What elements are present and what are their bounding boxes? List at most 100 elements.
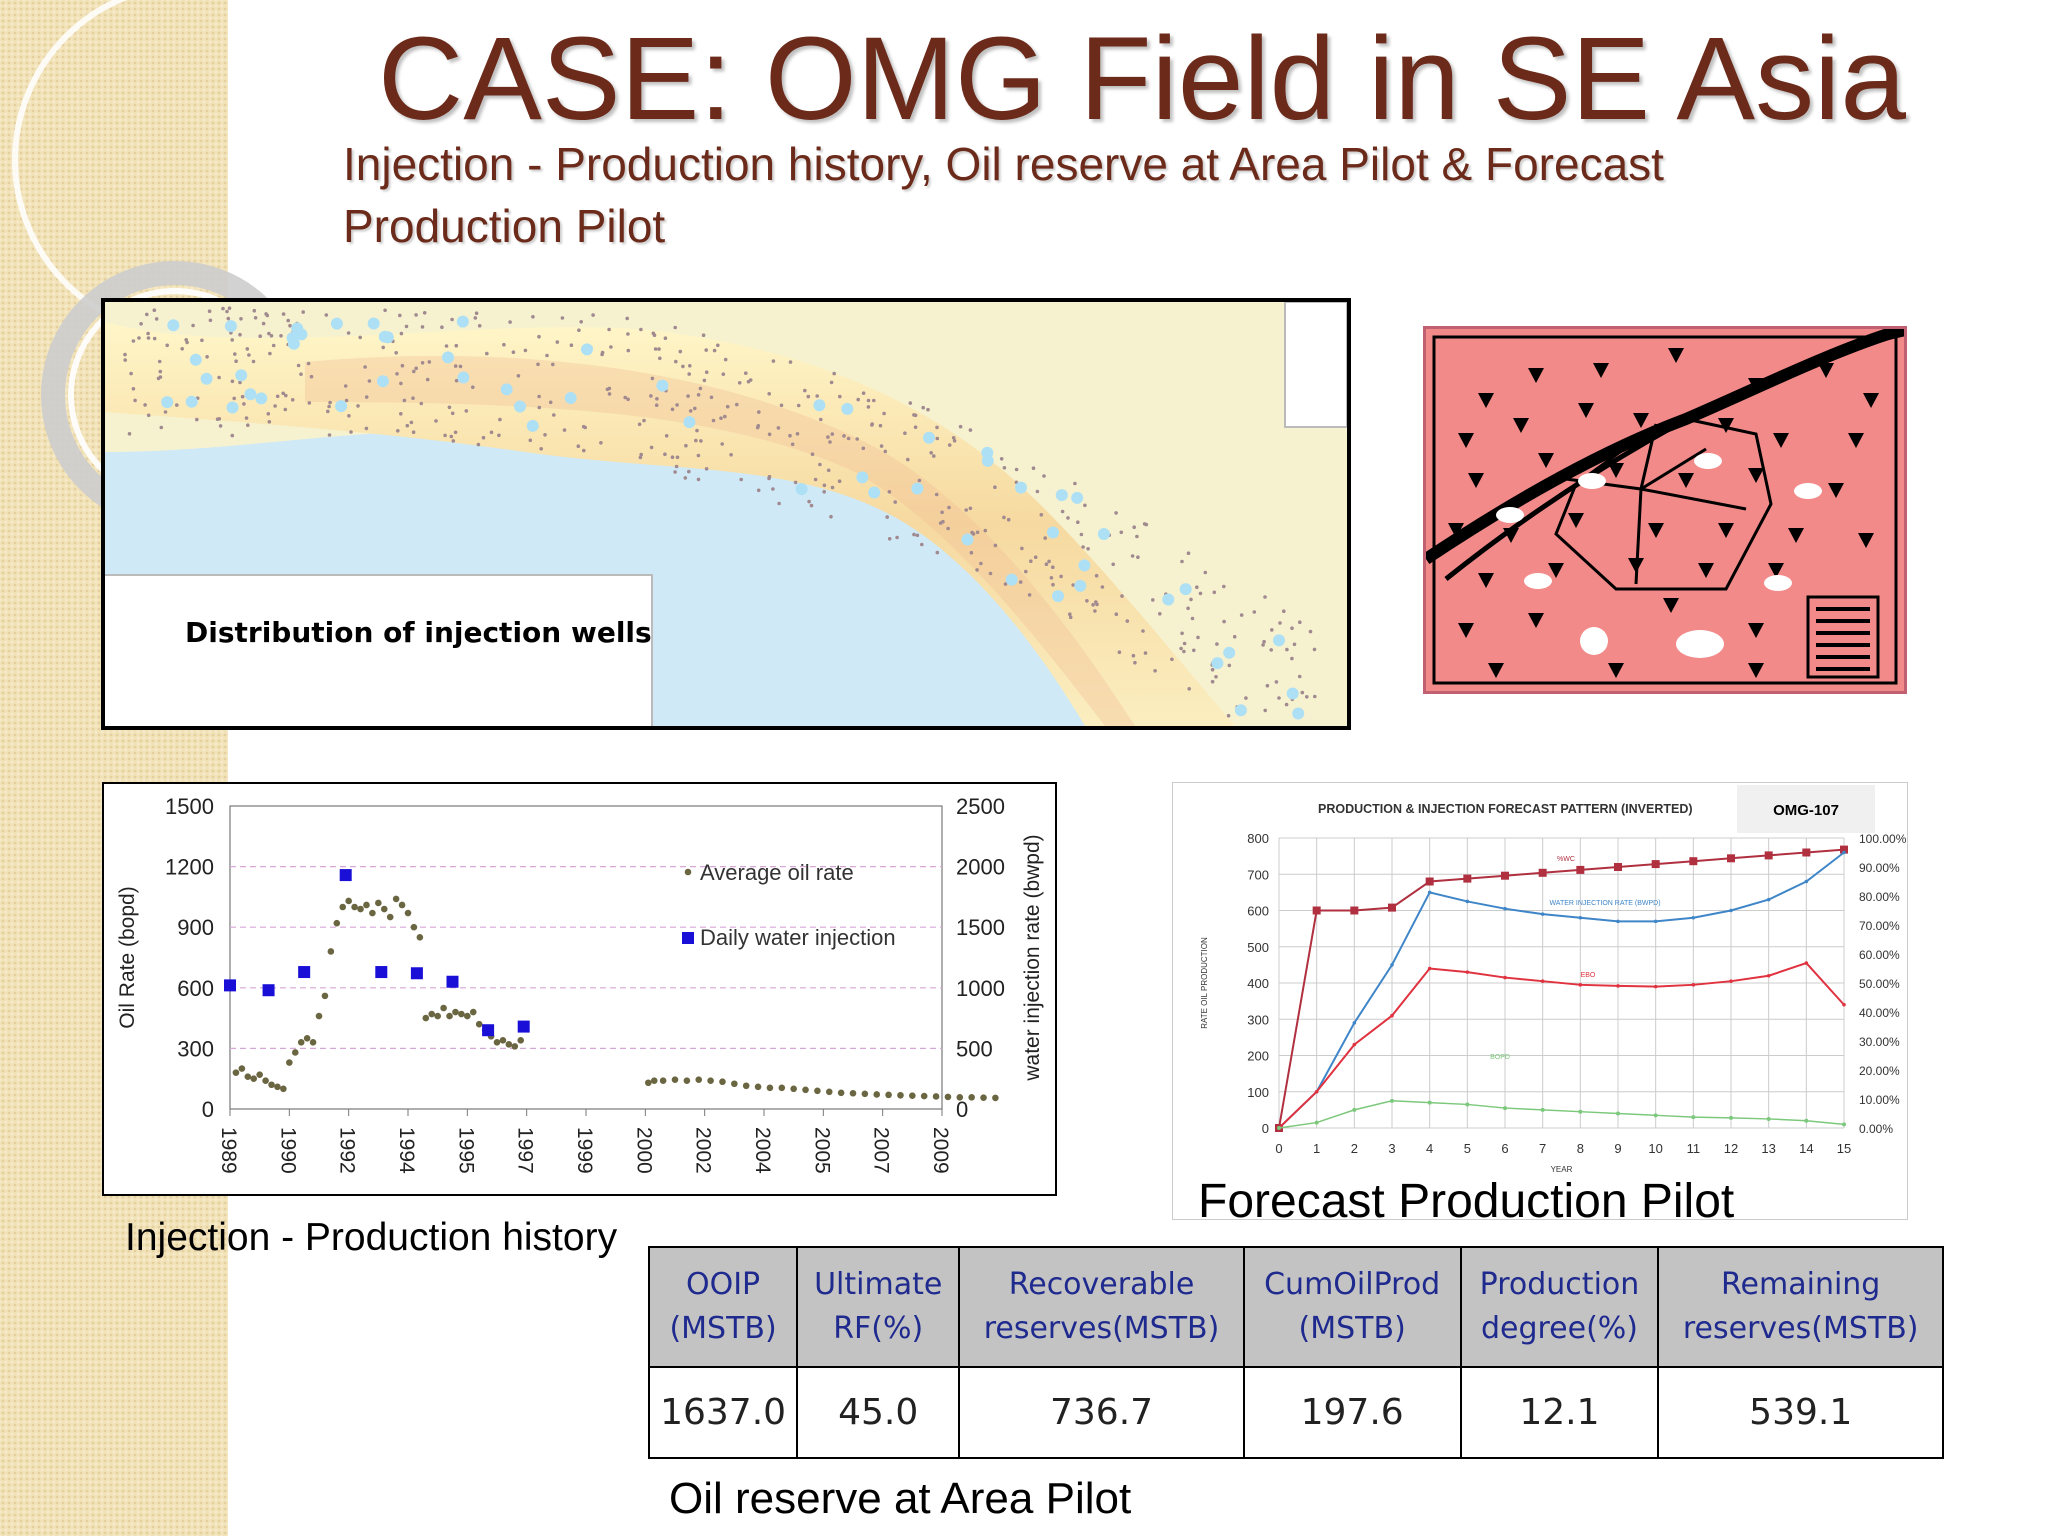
map-injection-well-dot [1097, 528, 1110, 540]
map-well-dot [893, 500, 897, 504]
map-well-dot [327, 404, 331, 409]
map-well-dot [449, 434, 454, 439]
forecast-data-point [1388, 903, 1396, 912]
map-well-dot [508, 320, 512, 324]
map-well-dot [275, 394, 280, 399]
map-well-dot [1003, 582, 1008, 586]
x-tick-label: 2005 [810, 1127, 833, 1174]
map-well-dot [599, 441, 603, 445]
map-well-dot [1222, 584, 1226, 589]
forecast-series-label: EBO [1581, 972, 1596, 979]
map-well-dot [698, 386, 703, 391]
map-well-dot [536, 362, 540, 367]
map-well-dot [247, 353, 251, 357]
map-well-dot [720, 442, 724, 446]
forecast-data-point [1653, 984, 1658, 989]
forecast-data-point [1766, 973, 1771, 978]
map-well-dot [696, 453, 701, 458]
map-well-dot [288, 323, 292, 328]
forecast-title: PRODUCTION & INJECTION FORECAST PATTERN … [1318, 802, 1693, 816]
forecast-data-point [1616, 919, 1620, 924]
map-injection-well-dot [287, 337, 300, 350]
oil-rate-point [303, 1035, 311, 1042]
map-well-dot [281, 312, 286, 316]
map-well-dot [453, 364, 458, 368]
y-tick-label: 600 [1247, 904, 1269, 919]
forecast-data-point [1427, 890, 1432, 895]
map-injection-well-dot [200, 372, 213, 385]
oil-rate-point [992, 1094, 999, 1102]
map-well-dot [139, 322, 143, 326]
header-remaining-reserves: Remaining reserves(MSTB) [1657, 1246, 1944, 1368]
map-well-dot [1131, 653, 1136, 658]
oil-rate-point [897, 1091, 904, 1099]
map-injection-well-dot [813, 399, 826, 412]
oil-rate-point [731, 1080, 738, 1088]
map-well-dot [793, 480, 798, 485]
map-well-dot [822, 490, 826, 494]
map-well-dot [450, 411, 455, 416]
forecast-data-point [1465, 970, 1470, 974]
map-injection-well-dot [868, 486, 881, 499]
map-well-dot [1020, 546, 1024, 551]
map-well-dot [471, 385, 475, 389]
map-well-dot [1071, 583, 1075, 587]
map-well-dot [152, 308, 157, 312]
map-well-dot [837, 479, 842, 483]
map-well-dot [145, 312, 149, 317]
map-well-dot [230, 338, 234, 342]
map-well-dot [887, 490, 892, 494]
oil-rate-point [428, 1010, 436, 1018]
y2-tick-label: 2000 [956, 855, 1005, 880]
map-well-dot [230, 433, 235, 438]
pilot-well-symbol [1608, 463, 1624, 478]
oil-rate-point [333, 919, 341, 927]
map-well-dot [227, 306, 232, 310]
map-well-dot [537, 334, 541, 339]
x-tick-label: 1999 [573, 1127, 596, 1174]
map-well-dot [693, 406, 697, 411]
map-well-dot [932, 454, 936, 458]
x-tick-label: 11 [1687, 1141, 1701, 1156]
map-well-dot [771, 487, 775, 491]
pilot-pattern-graphic [1426, 329, 1904, 685]
map-well-dot [826, 468, 831, 473]
map-injection-well-dot [226, 401, 239, 414]
map-well-dot [581, 424, 586, 429]
pilot-well-symbol [1773, 433, 1789, 448]
map-well-dot [887, 537, 892, 541]
forecast-series-line [1278, 961, 1845, 1129]
map-label: Distribution of injection wells [185, 616, 652, 649]
map-well-dot [537, 405, 542, 410]
map-well-dot [806, 394, 811, 399]
map-well-dot [704, 467, 709, 471]
map-well-dot [625, 316, 629, 321]
map-well-dot [411, 396, 415, 400]
water-injection-point [224, 979, 236, 992]
forecast-data-point [1804, 879, 1809, 884]
forecast-data-point [1503, 906, 1507, 911]
map-well-dot [451, 439, 456, 443]
oil-rate-point [517, 1037, 525, 1044]
map-injection-well-dot [185, 395, 198, 408]
map-well-dot [1182, 649, 1186, 654]
forecast-data-point [1350, 906, 1359, 915]
map-well-dot [307, 401, 312, 405]
map-injection-well-dot [1286, 687, 1299, 700]
table-header-row: OOIP (MSTB) Ultimate RF(%) Recoverable rese… [647, 1246, 1944, 1368]
map-well-dot [1094, 600, 1098, 604]
map-injection-well-dot [923, 431, 935, 444]
map-well-dot [1292, 642, 1297, 647]
map-well-dot [1093, 609, 1097, 613]
forecast-tag: OMG-107 [1773, 802, 1839, 819]
map-well-dot [123, 352, 127, 357]
map-well-dot [695, 428, 699, 433]
map-well-dot [444, 344, 449, 348]
map-well-dot [846, 436, 851, 441]
map-well-dot [273, 404, 277, 408]
map-well-dot [1270, 628, 1274, 632]
map-injection-well-dot [1179, 583, 1192, 596]
map-well-dot [830, 432, 835, 436]
map-well-dot [425, 377, 430, 382]
x-tick-label: 4 [1426, 1141, 1433, 1156]
